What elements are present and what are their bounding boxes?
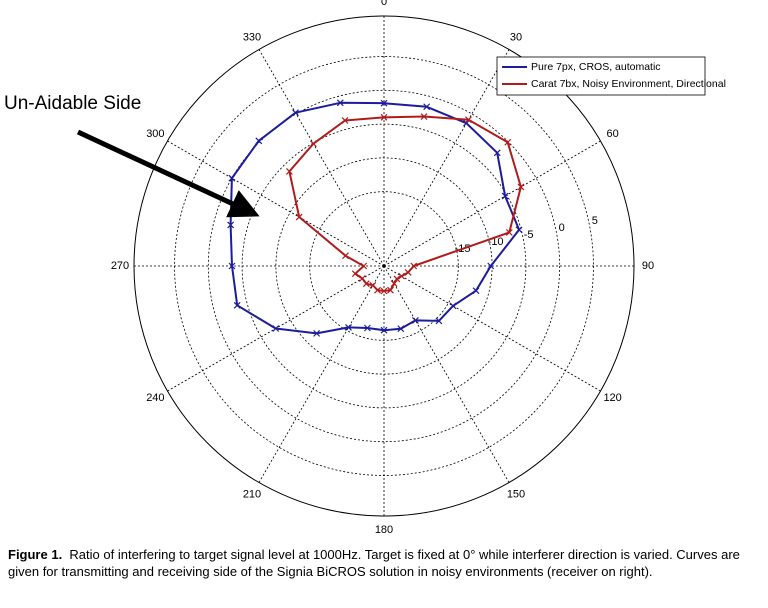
point-marker xyxy=(380,113,388,121)
point-marker xyxy=(342,252,349,260)
point-marker xyxy=(501,192,509,200)
point-marker xyxy=(504,138,512,146)
spoke xyxy=(258,49,385,267)
point-marker xyxy=(255,137,263,145)
theta-tick-label: 30 xyxy=(510,31,522,43)
theta-tick-label: 210 xyxy=(243,489,261,501)
theta-tick-label: 330 xyxy=(243,31,261,43)
point-marker xyxy=(463,119,470,127)
chart: -15-10-505030609012015018021024027030033… xyxy=(4,0,726,536)
point-marker xyxy=(295,213,303,221)
point-marker xyxy=(228,174,236,182)
spoke xyxy=(167,140,385,267)
spoke xyxy=(383,49,510,267)
point-marker xyxy=(313,329,321,337)
legend-label: Pure 7px, CROS, automatic xyxy=(531,61,661,73)
spoke xyxy=(383,140,601,267)
r-tick-label: 5 xyxy=(592,215,598,227)
point-marker xyxy=(435,317,443,325)
series-line xyxy=(229,101,521,335)
point-marker xyxy=(341,117,349,124)
point-marker xyxy=(233,301,241,309)
legend-label: Carat 7bx, Noisy Environment, Directiona… xyxy=(531,78,726,90)
point-marker xyxy=(363,324,371,332)
point-marker xyxy=(487,262,495,270)
theta-tick-label: 90 xyxy=(642,260,654,272)
spoke xyxy=(258,265,385,483)
point-marker xyxy=(420,113,428,120)
point-marker xyxy=(397,325,405,333)
point-marker xyxy=(380,326,388,334)
caption-label: Figure 1. xyxy=(8,547,63,562)
point-marker xyxy=(380,287,388,295)
theta-tick-label: 300 xyxy=(146,128,164,140)
spoke xyxy=(383,265,510,483)
point-marker xyxy=(360,262,368,270)
point-marker xyxy=(493,149,501,157)
point-marker xyxy=(228,262,236,270)
point-marker xyxy=(410,262,418,270)
point-marker xyxy=(505,228,513,236)
grid-ring xyxy=(309,191,459,341)
point-marker xyxy=(369,281,377,289)
point-marker xyxy=(285,167,293,175)
point-marker xyxy=(336,99,344,107)
point-marker xyxy=(398,272,405,280)
legend-box xyxy=(496,56,706,96)
theta-tick-label: 150 xyxy=(507,489,525,501)
grid-ring xyxy=(207,89,561,443)
annotation-arrow xyxy=(76,129,260,218)
point-marker xyxy=(387,286,394,294)
r-tick-label: 0 xyxy=(559,222,565,234)
point-marker xyxy=(423,103,431,111)
annotation: Un-Aidable Side xyxy=(4,93,141,114)
caption: Figure 1. Ratio of interfering to target… xyxy=(8,546,748,580)
point-marker xyxy=(515,226,523,234)
theta-tick-label: 0 xyxy=(381,0,387,8)
point-marker xyxy=(472,287,480,295)
spoke xyxy=(383,265,601,392)
point-marker xyxy=(393,275,401,283)
point-marker xyxy=(362,280,370,288)
caption-text: Ratio of interfering to target signal le… xyxy=(8,547,740,579)
theta-tick-label: 120 xyxy=(603,392,621,404)
point-marker xyxy=(351,270,359,278)
point-marker xyxy=(227,221,235,229)
point-marker xyxy=(390,280,398,287)
point-marker xyxy=(345,324,352,331)
point-marker xyxy=(292,109,299,117)
point-marker xyxy=(404,269,412,276)
point-marker xyxy=(272,325,280,332)
point-marker xyxy=(380,99,388,107)
theta-tick-label: 240 xyxy=(146,392,164,404)
theta-tick-label: 180 xyxy=(375,524,393,536)
point-marker xyxy=(309,140,317,148)
r-tick-label: -5 xyxy=(524,229,534,241)
point-marker xyxy=(411,316,419,324)
point-marker xyxy=(465,116,472,124)
theta-tick-label: 60 xyxy=(607,128,619,140)
theta-tick-label: 270 xyxy=(111,260,129,272)
point-marker xyxy=(449,302,457,310)
point-marker xyxy=(517,183,525,191)
point-marker xyxy=(358,275,366,282)
